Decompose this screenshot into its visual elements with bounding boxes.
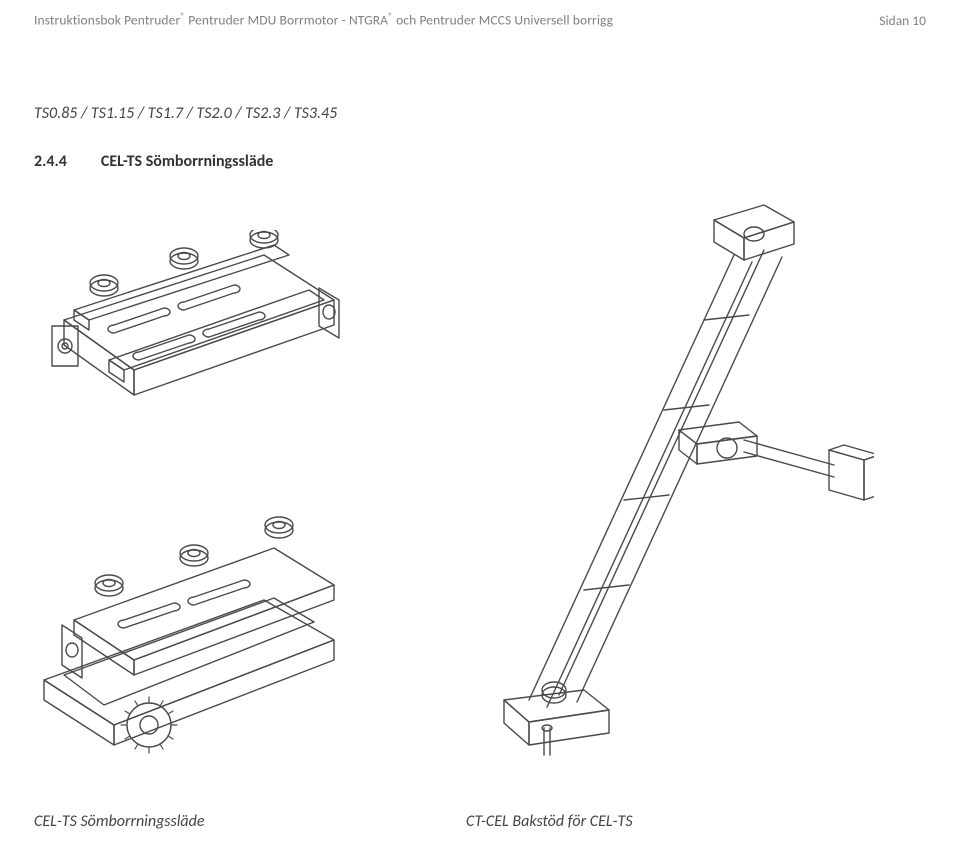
header-title: Instruktionsbok Pentruder® Pentruder MDU…	[34, 10, 613, 29]
figure-slide-lower	[34, 500, 354, 760]
caption-right: CT-CEL Bakstöd för CEL-TS	[466, 812, 926, 831]
section-number: 2.4.4	[34, 152, 67, 171]
page-number: Sidan 10	[879, 12, 926, 29]
header-title-part3: och Pentruder MCCS Universell borrigg	[393, 12, 613, 29]
section-heading: 2.4.4 CEL-TS Sömborrningssläde	[34, 152, 273, 171]
models-caption: TS0.85 / TS1.15 / TS1.7 / TS2.0 / TS2.3 …	[34, 104, 337, 123]
header-title-part2: Pentruder MDU Borrmotor - NTGRA	[185, 12, 388, 29]
page-header: Instruktionsbok Pentruder® Pentruder MDU…	[34, 10, 926, 29]
caption-left: CEL-TS Sömborrningssläde	[34, 812, 466, 831]
section-title: CEL-TS Sömborrningssläde	[101, 152, 273, 171]
figure-area	[34, 200, 926, 780]
header-title-part1: Instruktionsbok Pentruder	[34, 12, 180, 29]
figure-slide-upper	[34, 230, 354, 480]
figure-back-support	[434, 200, 874, 770]
bottom-captions: CEL-TS Sömborrningssläde CT-CEL Bakstöd …	[34, 812, 926, 831]
